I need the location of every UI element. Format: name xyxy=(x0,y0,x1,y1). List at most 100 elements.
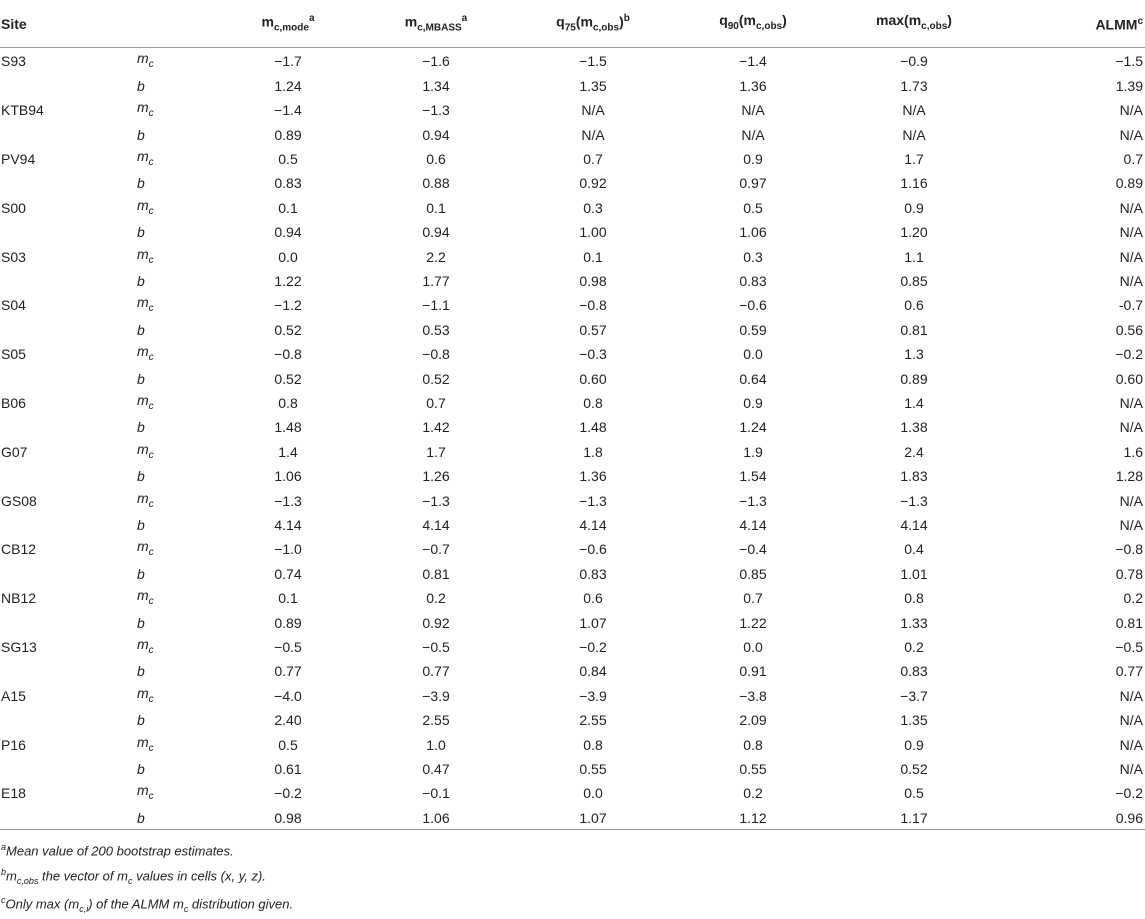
value-cell: 0.83 xyxy=(274,175,302,192)
variable-mc-label: mc xyxy=(137,733,154,754)
table-row: b 0.77 0.77 0.84 0.91 0.83 0.77 xyxy=(0,661,1145,683)
value-cell: −0.8 xyxy=(579,297,607,314)
value-cell: 0.89 xyxy=(274,126,302,143)
table-row: b 4.14 4.14 4.14 4.14 4.14 N/A xyxy=(0,515,1145,537)
table-row: b 0.89 0.94 N/A N/A N/A N/A xyxy=(0,125,1145,147)
value-cell: 1.54 xyxy=(739,468,767,485)
table-row: b 0.52 0.52 0.60 0.64 0.89 0.60 xyxy=(0,369,1145,391)
value-cell: 1.06 xyxy=(274,468,302,485)
value-cell: 2.09 xyxy=(739,712,767,729)
value-cell: 0.5 xyxy=(278,736,298,753)
value-cell: N/A xyxy=(902,102,926,119)
value-cell: 0.77 xyxy=(1115,663,1143,680)
site-cell: P16 xyxy=(1,736,26,753)
variable-b-label: b xyxy=(137,712,145,729)
value-cell: 0.94 xyxy=(274,224,302,241)
value-cell: 0.47 xyxy=(422,760,450,777)
variable-mc-label: mc xyxy=(137,440,154,461)
value-cell: 4.14 xyxy=(579,516,607,533)
value-cell: 1.3 xyxy=(904,346,924,363)
variable-b-label: b xyxy=(137,565,145,582)
variable-b-label: b xyxy=(137,175,145,192)
variable-mc-label: mc xyxy=(137,245,154,266)
value-cell: −0.8 xyxy=(1115,541,1143,558)
site-cell xyxy=(0,515,137,537)
variable-b-label: b xyxy=(137,224,145,241)
variable-mc-label: mc xyxy=(137,489,154,510)
value-cell: 0.83 xyxy=(900,663,928,680)
header-q90: q90(mc,obs) xyxy=(673,0,833,49)
value-cell: 1.01 xyxy=(900,565,928,582)
header-variable xyxy=(137,0,217,49)
value-cell: N/A xyxy=(1119,248,1143,265)
value-cell: 0.3 xyxy=(743,248,763,265)
site-cell xyxy=(0,661,137,683)
variable-mc-label: mc xyxy=(137,587,154,608)
value-cell: N/A xyxy=(741,102,765,119)
value-cell: 4.14 xyxy=(900,516,928,533)
value-cell: 2.55 xyxy=(422,712,450,729)
site-cell xyxy=(0,173,137,195)
value-cell: N/A xyxy=(581,126,605,143)
value-cell: 2.2 xyxy=(426,248,446,265)
value-cell: 0.3 xyxy=(583,199,603,216)
value-cell: 1.06 xyxy=(359,807,513,831)
table-row: S00 mc 0.1 0.1 0.3 0.5 0.9 N/A xyxy=(0,195,1145,222)
value-cell: 1.4 xyxy=(278,443,298,460)
value-cell: 1.24 xyxy=(739,419,767,436)
site-cell: KTB94 xyxy=(1,102,44,119)
value-cell: 0.56 xyxy=(1115,321,1143,338)
table-row: KTB94 mc −1.4 −1.3 N/A N/A N/A N/A xyxy=(0,97,1145,124)
header-mc-mbass: mc,MBASSa xyxy=(359,0,513,49)
site-cell: S00 xyxy=(1,199,26,216)
site-cell xyxy=(0,320,137,342)
value-cell: 4.14 xyxy=(274,516,302,533)
value-cell: 1.00 xyxy=(579,224,607,241)
value-cell: −0.2 xyxy=(274,785,302,802)
table-row: b 1.24 1.34 1.35 1.36 1.73 1.39 xyxy=(0,76,1145,98)
value-cell: −3.8 xyxy=(739,687,767,704)
value-cell: 1.33 xyxy=(900,614,928,631)
variable-b-label: b xyxy=(137,516,145,533)
value-cell: −1.7 xyxy=(274,53,302,70)
value-cell: 0.94 xyxy=(422,126,450,143)
site-cell xyxy=(0,76,137,98)
site-cell: S03 xyxy=(1,248,26,265)
variable-b-label: b xyxy=(137,419,145,436)
table-row: SG13 mc −0.5 −0.5 −0.2 0.0 0.2 −0.5 xyxy=(0,634,1145,661)
table-row: G07 mc 1.4 1.7 1.8 1.9 2.4 1.6 xyxy=(0,439,1145,466)
value-cell: 0.81 xyxy=(422,565,450,582)
value-cell: 0.2 xyxy=(904,638,924,655)
value-cell: 0.89 xyxy=(274,614,302,631)
value-cell: N/A xyxy=(1119,272,1143,289)
value-cell: 0.1 xyxy=(278,590,298,607)
value-cell: −0.3 xyxy=(579,346,607,363)
value-cell: N/A xyxy=(1119,736,1143,753)
site-cell: NB12 xyxy=(1,590,37,607)
value-cell: 0.2 xyxy=(1123,590,1143,607)
table-row: b 0.74 0.81 0.83 0.85 1.01 0.78 xyxy=(0,564,1145,586)
value-cell: 0.83 xyxy=(739,272,767,289)
value-cell: 1.34 xyxy=(422,77,450,94)
value-cell: 1.20 xyxy=(900,224,928,241)
value-cell: N/A xyxy=(1119,224,1143,241)
value-cell: −0.4 xyxy=(739,541,767,558)
value-cell: 2.4 xyxy=(904,443,924,460)
value-cell: 1.36 xyxy=(579,468,607,485)
value-cell: N/A xyxy=(1119,199,1143,216)
value-cell: 0.89 xyxy=(1115,175,1143,192)
value-cell: 0.91 xyxy=(739,663,767,680)
table-row: S04 mc −1.2 −1.1 −0.8 −0.6 0.6 -0.7 xyxy=(0,292,1145,319)
value-cell: −1.1 xyxy=(422,297,450,314)
value-cell: N/A xyxy=(1119,760,1143,777)
value-cell: 1.28 xyxy=(1115,468,1143,485)
variable-b-label: b xyxy=(137,126,145,143)
table-row: b 0.52 0.53 0.57 0.59 0.81 0.56 xyxy=(0,320,1145,342)
value-cell: −0.6 xyxy=(739,297,767,314)
site-cell xyxy=(0,466,137,488)
value-cell: 0.9 xyxy=(904,199,924,216)
value-cell: 0.60 xyxy=(579,370,607,387)
value-cell: 1.38 xyxy=(900,419,928,436)
value-cell: −1.2 xyxy=(274,297,302,314)
value-cell: 0.55 xyxy=(579,760,607,777)
